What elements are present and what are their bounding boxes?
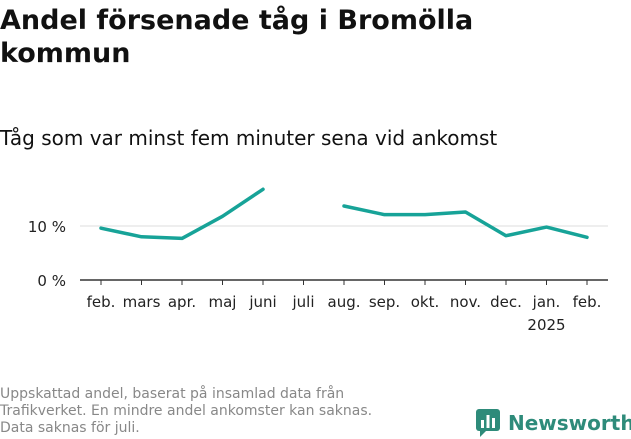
footnote-line: Trafikverket. En mindre andel ankomster … — [0, 403, 373, 419]
data-point — [383, 213, 387, 217]
brand-name: Newsworthy — [508, 411, 631, 435]
series-line — [99, 187, 265, 241]
x-tick-label: feb. — [573, 293, 602, 311]
x-tick-label: juni — [248, 293, 276, 311]
data-point — [464, 210, 468, 214]
data-point — [504, 234, 508, 238]
data-point — [423, 213, 427, 217]
x-tick-label: dec. — [490, 293, 522, 311]
series-line — [342, 204, 589, 240]
x-tick-label: apr. — [168, 293, 196, 311]
label-layer: 0 % 10 % feb. mars apr. maj juni juli aug. sep. ok… — [28, 218, 602, 334]
line-chart: 0 % 10 % feb. mars apr. maj juni juli aug. sep. ok… — [28, 187, 608, 334]
x-tick-label: okt. — [411, 293, 440, 311]
x-tick-label: nov. — [450, 293, 481, 311]
data-point — [221, 214, 225, 218]
x-tick-label: jan. — [532, 293, 561, 311]
chart-title: Andel försenade tåg i Bromölla kommun — [0, 5, 474, 69]
data-point — [99, 226, 103, 230]
data-point — [545, 225, 549, 229]
chart-subtitle: Tåg som var minst fem minuter sena vid a… — [0, 126, 498, 150]
brand-logo: Newsworthy — [476, 408, 631, 438]
y-tick-label: 10 % — [28, 218, 66, 236]
footnote: Uppskattad andel, baserat på insamlad da… — [0, 386, 440, 437]
x-tick-label: maj — [209, 293, 237, 311]
x-tick-label: feb. — [87, 293, 116, 311]
footnote-line: Uppskattad andel, baserat på insamlad da… — [0, 386, 345, 402]
x-tick-label: mars — [123, 293, 161, 311]
x-tick-label: aug. — [328, 293, 361, 311]
data-point — [261, 187, 265, 191]
y-tick-label: 0 % — [37, 272, 66, 290]
newsworthy-logo-icon — [476, 409, 500, 437]
data-point — [585, 235, 589, 239]
x-tick-label: juli — [291, 293, 314, 311]
data-point — [140, 235, 144, 239]
footnote-line: Data saknas för juli. — [0, 420, 140, 436]
axis-layer — [80, 279, 608, 285]
x-tick-label: sep. — [369, 293, 400, 311]
series-layer — [99, 187, 589, 241]
data-point — [180, 236, 184, 240]
year-label: 2025 — [527, 316, 565, 334]
data-point — [342, 204, 346, 208]
